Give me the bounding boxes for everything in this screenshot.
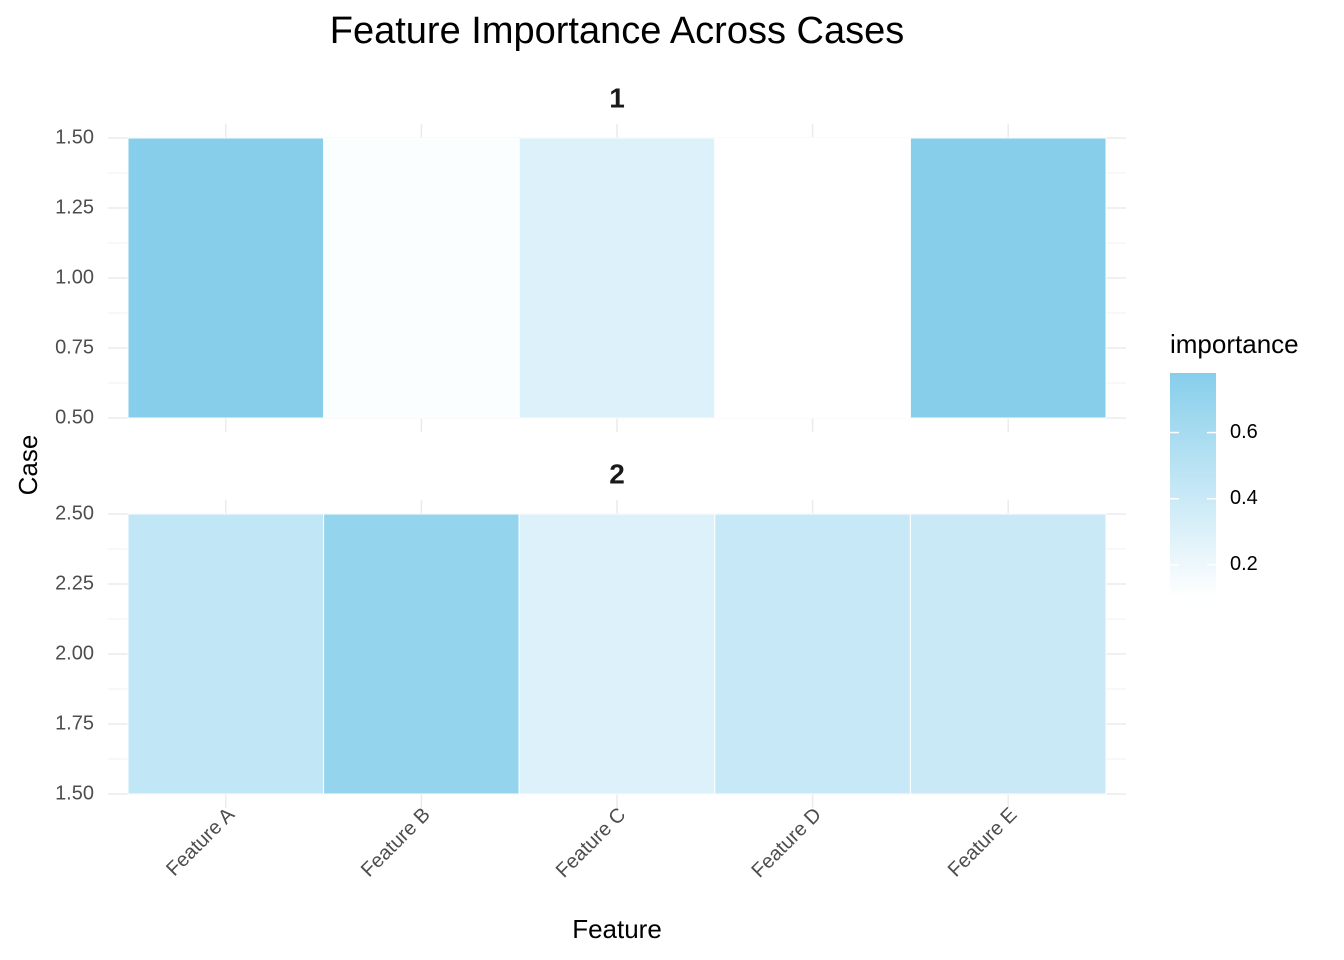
x-tick-label: Feature B xyxy=(357,804,435,882)
heatmap-cell xyxy=(127,137,325,419)
heatmap-cell xyxy=(518,137,716,419)
heatmap-cell xyxy=(323,137,520,419)
heatmap-cell xyxy=(909,137,1107,419)
x-tick-label: Feature C xyxy=(552,804,630,882)
y-tick-label: 1.25 xyxy=(55,196,94,218)
y-tick-label: 2.50 xyxy=(55,502,94,524)
heatmap-cell xyxy=(714,513,911,795)
facet-label: 1 xyxy=(609,82,625,113)
heatmap-cell xyxy=(127,513,325,795)
y-tick-label: 0.75 xyxy=(55,336,94,358)
legend-tick-label: 0.4 xyxy=(1230,487,1258,509)
colorbar xyxy=(1170,373,1216,598)
heatmap-cell xyxy=(714,137,911,419)
y-tick-label: 2.00 xyxy=(55,642,94,664)
y-axis-title: Case xyxy=(13,435,43,496)
legend-tick-label: 0.6 xyxy=(1230,421,1258,443)
legend-tick-label: 0.2 xyxy=(1230,553,1258,575)
x-tick-label: Feature E xyxy=(944,804,1022,882)
heatmap-cell xyxy=(323,513,520,795)
y-tick-label: 0.50 xyxy=(55,406,94,428)
legend-title: importance xyxy=(1170,329,1299,359)
y-tick-label: 1.50 xyxy=(55,126,94,148)
y-tick-label: 2.25 xyxy=(55,572,94,594)
x-tick-label: Feature A xyxy=(162,803,239,880)
x-tick-label: Feature D xyxy=(747,804,825,882)
y-tick-label: 1.50 xyxy=(55,782,94,804)
chart-title: Feature Importance Across Cases xyxy=(330,10,904,52)
heatmap-cell xyxy=(909,513,1107,795)
y-tick-label: 1.00 xyxy=(55,266,94,288)
x-axis-title: Feature xyxy=(572,914,662,944)
y-tick-label: 1.75 xyxy=(55,712,94,734)
heatmap-cell xyxy=(518,513,716,795)
facet-label: 2 xyxy=(609,458,625,489)
